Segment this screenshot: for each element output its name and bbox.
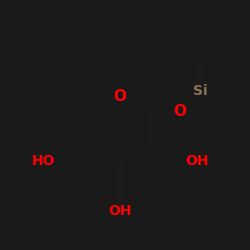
Text: OH: OH bbox=[185, 154, 208, 168]
Text: Si: Si bbox=[193, 84, 207, 98]
Text: HO: HO bbox=[32, 154, 55, 168]
Text: O: O bbox=[174, 104, 186, 119]
Text: OH: OH bbox=[108, 204, 132, 218]
Text: O: O bbox=[114, 89, 126, 104]
